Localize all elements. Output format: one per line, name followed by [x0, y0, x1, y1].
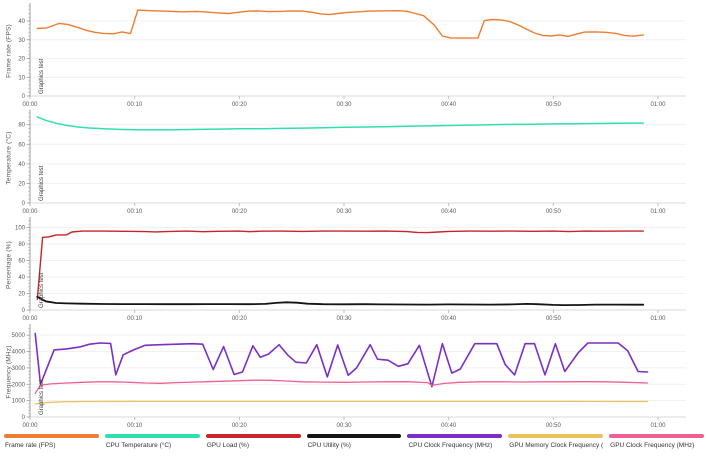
- svg-text:0: 0: [22, 201, 26, 207]
- frequency-chart-canvas: 00:00 00:10 00:20 00:30 00:40 00:50 01:00 0 1000…: [12, 324, 686, 428]
- svg-text:00:40: 00:40: [441, 102, 457, 107]
- svg-text:00:30: 00:30: [336, 102, 352, 107]
- legend-item-1[interactable]: CPU Temperature (°C): [104, 434, 200, 449]
- chart-panel-framerate: 00:00 00:10 00:20 00:30 00:40 00:50 01:00 0 10 20…: [0, 0, 708, 107]
- svg-text:00:10: 00:10: [127, 423, 143, 428]
- svg-text:30: 30: [18, 38, 25, 44]
- y-axis-title-frequency: Frequency (MHz): [5, 345, 13, 399]
- legend-color-bar: [4, 434, 99, 438]
- svg-text:60: 60: [18, 258, 25, 264]
- y-axis-title-percentage: Percentage (%): [5, 241, 13, 289]
- legend-item-0[interactable]: Frame rate (FPS): [4, 434, 99, 449]
- graphics-test-label: Graphics test: [39, 272, 45, 308]
- svg-text:01:00: 01:00: [650, 316, 666, 321]
- legend-color-bar: [609, 434, 705, 438]
- svg-text:10: 10: [18, 75, 25, 81]
- legend-item-5[interactable]: GPU Memory Clock Frequency (MHz): [508, 434, 604, 449]
- svg-text:00:20: 00:20: [232, 209, 248, 214]
- graphics-test-label: Graphics test: [39, 379, 45, 415]
- svg-text:0: 0: [22, 94, 26, 100]
- svg-text:60: 60: [18, 142, 25, 148]
- chart-panel-percentage: 00:00 00:10 00:20 00:30 00:40 00:50 01:00 0 20 40…: [0, 214, 708, 321]
- chart-legend: Frame rate (FPS) CPU Temperature (°C) GPU …: [0, 428, 708, 449]
- framerate-chart-canvas: 00:00 00:10 00:20 00:30 00:40 00:50 01:00 0 10 20…: [18, 3, 686, 107]
- svg-text:00:40: 00:40: [441, 423, 457, 428]
- legend-item-4[interactable]: CPU Clock Frequency (MHz): [407, 434, 503, 449]
- svg-text:20: 20: [18, 291, 25, 297]
- legend-color-bar: [104, 434, 200, 438]
- legend-color-bar: [306, 434, 402, 438]
- svg-text:00:50: 00:50: [546, 423, 562, 428]
- chart-panel-temperature: 00:00 00:10 00:20 00:30 00:40 00:50 01:00 0 20 40…: [0, 107, 708, 214]
- svg-text:00:00: 00:00: [22, 209, 38, 214]
- svg-text:5000: 5000: [12, 333, 26, 339]
- legend-color-bar: [205, 434, 301, 438]
- svg-text:20: 20: [18, 181, 25, 187]
- graphics-test-label: Graphics test: [39, 165, 45, 201]
- legend-label: GPU Clock Frequency (MHz): [610, 442, 695, 449]
- svg-text:00:10: 00:10: [127, 316, 143, 321]
- legend-item-3[interactable]: CPU Utility (%): [306, 434, 402, 449]
- svg-text:00:10: 00:10: [127, 102, 143, 107]
- svg-text:40: 40: [18, 162, 25, 168]
- svg-text:100: 100: [15, 225, 26, 231]
- percentage-chart-canvas: 00:00 00:10 00:20 00:30 00:40 00:50 01:00 0 20 40…: [15, 217, 686, 321]
- legend-label: CPU Clock Frequency (MHz): [408, 442, 493, 449]
- svg-text:00:50: 00:50: [546, 102, 562, 107]
- svg-text:00:30: 00:30: [336, 316, 352, 321]
- svg-text:01:00: 01:00: [650, 102, 666, 107]
- svg-text:3000: 3000: [12, 366, 26, 372]
- legend-label: Frame rate (FPS): [5, 442, 56, 449]
- legend-label: CPU Temperature (°C): [105, 442, 172, 449]
- svg-text:01:00: 01:00: [650, 209, 666, 214]
- svg-text:00:40: 00:40: [441, 316, 457, 321]
- svg-text:4000: 4000: [12, 350, 26, 356]
- svg-text:00:00: 00:00: [22, 316, 38, 321]
- temperature-chart-canvas: 00:00 00:10 00:20 00:30 00:40 00:50 01:00 0 20 40…: [18, 110, 686, 214]
- legend-item-6[interactable]: GPU Clock Frequency (MHz): [609, 434, 705, 449]
- svg-text:00:40: 00:40: [441, 209, 457, 214]
- svg-text:1000: 1000: [12, 399, 26, 405]
- svg-text:0: 0: [22, 415, 26, 421]
- svg-text:00:20: 00:20: [232, 102, 248, 107]
- svg-text:00:00: 00:00: [22, 423, 38, 428]
- svg-text:2000: 2000: [12, 382, 26, 388]
- svg-text:00:50: 00:50: [546, 209, 562, 214]
- svg-text:00:00: 00:00: [22, 102, 38, 107]
- legend-color-bar: [407, 434, 503, 438]
- svg-text:20: 20: [18, 57, 25, 63]
- svg-text:0: 0: [22, 308, 26, 314]
- svg-text:80: 80: [18, 242, 25, 248]
- svg-text:00:30: 00:30: [336, 423, 352, 428]
- y-axis-title-framerate: Frame rate (FPS): [5, 24, 13, 78]
- svg-text:80: 80: [18, 123, 25, 129]
- svg-text:01:00: 01:00: [650, 423, 666, 428]
- svg-text:40: 40: [18, 275, 25, 281]
- legend-label: GPU Memory Clock Frequency (MHz): [509, 442, 604, 449]
- svg-text:00:10: 00:10: [127, 209, 143, 214]
- svg-text:00:20: 00:20: [232, 316, 248, 321]
- benchmark-charts: 00:00 00:10 00:20 00:30 00:40 00:50 01:00 0 10 20…: [0, 0, 708, 449]
- legend-label: GPU Load (%): [206, 442, 249, 449]
- svg-text:00:30: 00:30: [336, 209, 352, 214]
- legend-color-bar: [508, 434, 604, 438]
- legend-item-2[interactable]: GPU Load (%): [205, 434, 301, 449]
- graphics-test-label: Graphics test: [39, 58, 45, 94]
- svg-text:00:50: 00:50: [546, 316, 562, 321]
- y-axis-title-temperature: Temperature (°C): [5, 131, 13, 185]
- svg-text:40: 40: [18, 19, 25, 25]
- chart-panel-frequency: 00:00 00:10 00:20 00:30 00:40 00:50 01:00 0 1000…: [0, 321, 708, 428]
- svg-text:00:20: 00:20: [232, 423, 248, 428]
- legend-label: CPU Utility (%): [307, 442, 351, 449]
